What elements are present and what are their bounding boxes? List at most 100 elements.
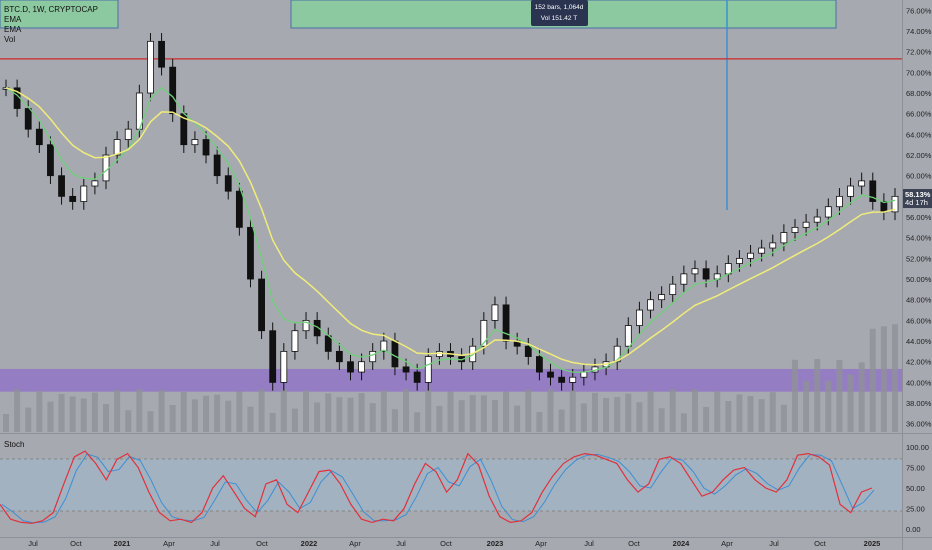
volume-bar [336,397,343,432]
volume-bar [58,394,65,432]
volume-bar [147,411,154,432]
time-tick-label: Apr [535,539,547,548]
price-tick-label: 46.00% [906,316,932,325]
time-tick-label: Oct [440,539,453,548]
price-tick-label: 54.00% [906,234,932,243]
volume-bar [558,409,565,432]
volume-bar [291,408,298,432]
volume-bar [3,414,9,432]
ema-legend-2[interactable]: EMA [4,25,22,34]
volume-bar [280,389,287,432]
stoch-tick-label: 50.00 [906,484,925,493]
candle-body [69,195,77,202]
volume-bar [91,392,98,432]
time-tick-label: Oct [70,539,83,548]
volume-bar [425,389,432,432]
symbol-label[interactable]: BTC.D, 1W, CRYPTOCAP [4,5,98,14]
volume-bar [769,392,776,432]
volume-bar [236,391,243,432]
candle-body [147,40,154,94]
volume-bar [525,389,532,432]
candle-body [569,376,577,383]
volume-bar [469,395,476,432]
candle-body [502,304,510,342]
candle-body [369,350,377,363]
price-tick-label: 72.00% [906,48,932,57]
candle-body [669,283,677,295]
volume-bar [447,391,454,432]
candle-body [636,309,643,326]
support-zone [0,368,902,392]
stoch-legend[interactable]: Stoch [4,440,25,449]
price-tick-label: 64.00% [906,130,932,139]
candle-body [191,139,199,146]
candle-body [491,304,499,321]
candle-body [380,340,388,352]
volume-bar [369,403,376,432]
ema-legend-1[interactable]: EMA [4,15,22,24]
volume-bar [714,391,721,432]
volume-bar [803,380,810,432]
time-tick-label: Oct [256,539,269,548]
vol-legend[interactable]: Vol [4,35,16,44]
volume-bar [625,393,632,432]
stoch-band [0,459,902,511]
volume-bar [825,380,832,432]
candle-body [391,340,399,368]
time-tick-label: Jul [584,539,594,548]
measure-tooltip [531,0,588,26]
candle-body [624,325,632,347]
stoch-k-line [0,450,873,524]
stoch-tick-label: 100.00 [906,443,929,452]
candle-body [524,345,532,357]
price-tick-label: 38.00% [906,399,932,408]
volume-bar [414,412,421,432]
volume-bar [114,389,121,432]
volume-bar [325,393,332,432]
volume-bar [591,392,598,432]
candle-body [558,376,566,383]
candle-body [769,242,777,249]
price-tick-label: 48.00% [906,296,932,305]
volume-bars [3,324,898,432]
volume-bar [225,400,232,432]
volume-bar [180,392,187,432]
candle-body [347,361,354,373]
ema-fast-line [5,86,896,373]
volume-bar [103,404,110,432]
volume-bar [191,399,198,432]
candle-body [680,273,688,285]
measure-vol-label: Vol 151.42 T [541,15,577,22]
volume-bar [858,362,865,432]
current-price-badge [903,189,932,209]
volume-bar [569,390,576,432]
candle-body [791,226,799,233]
candle-body [247,226,254,280]
countdown-label: 4d 17h [905,198,928,207]
stoch-tick-label: 0.00 [906,525,921,534]
volume-bar [814,359,821,432]
ema-slow-line [5,87,896,366]
time-axis: Jul Oct 2021 Apr Jul Oct 2022 Apr Jul Oct 2023 Apr J… [28,539,880,548]
candle-body [113,139,121,156]
price-tick-label: 44.00% [906,337,932,346]
candle-body [813,216,821,223]
volume-bar [125,410,132,432]
candle-body [169,66,177,115]
volume-bar [214,394,221,432]
price-tick-label: 62.00% [906,151,932,160]
candle-body [658,294,666,301]
volume-bar [136,389,143,432]
stoch-tick-label: 75.00 [906,464,925,473]
volume-bar [258,389,265,432]
measure-box-left [0,0,119,29]
volume-bar [758,399,765,432]
candle-body [747,252,754,259]
volume-bar [892,324,898,432]
volume-bar [480,395,487,432]
price-tick-label: 66.00% [906,110,932,119]
volume-bar [403,389,410,432]
candle-body [580,371,588,378]
candle-body [280,350,288,383]
